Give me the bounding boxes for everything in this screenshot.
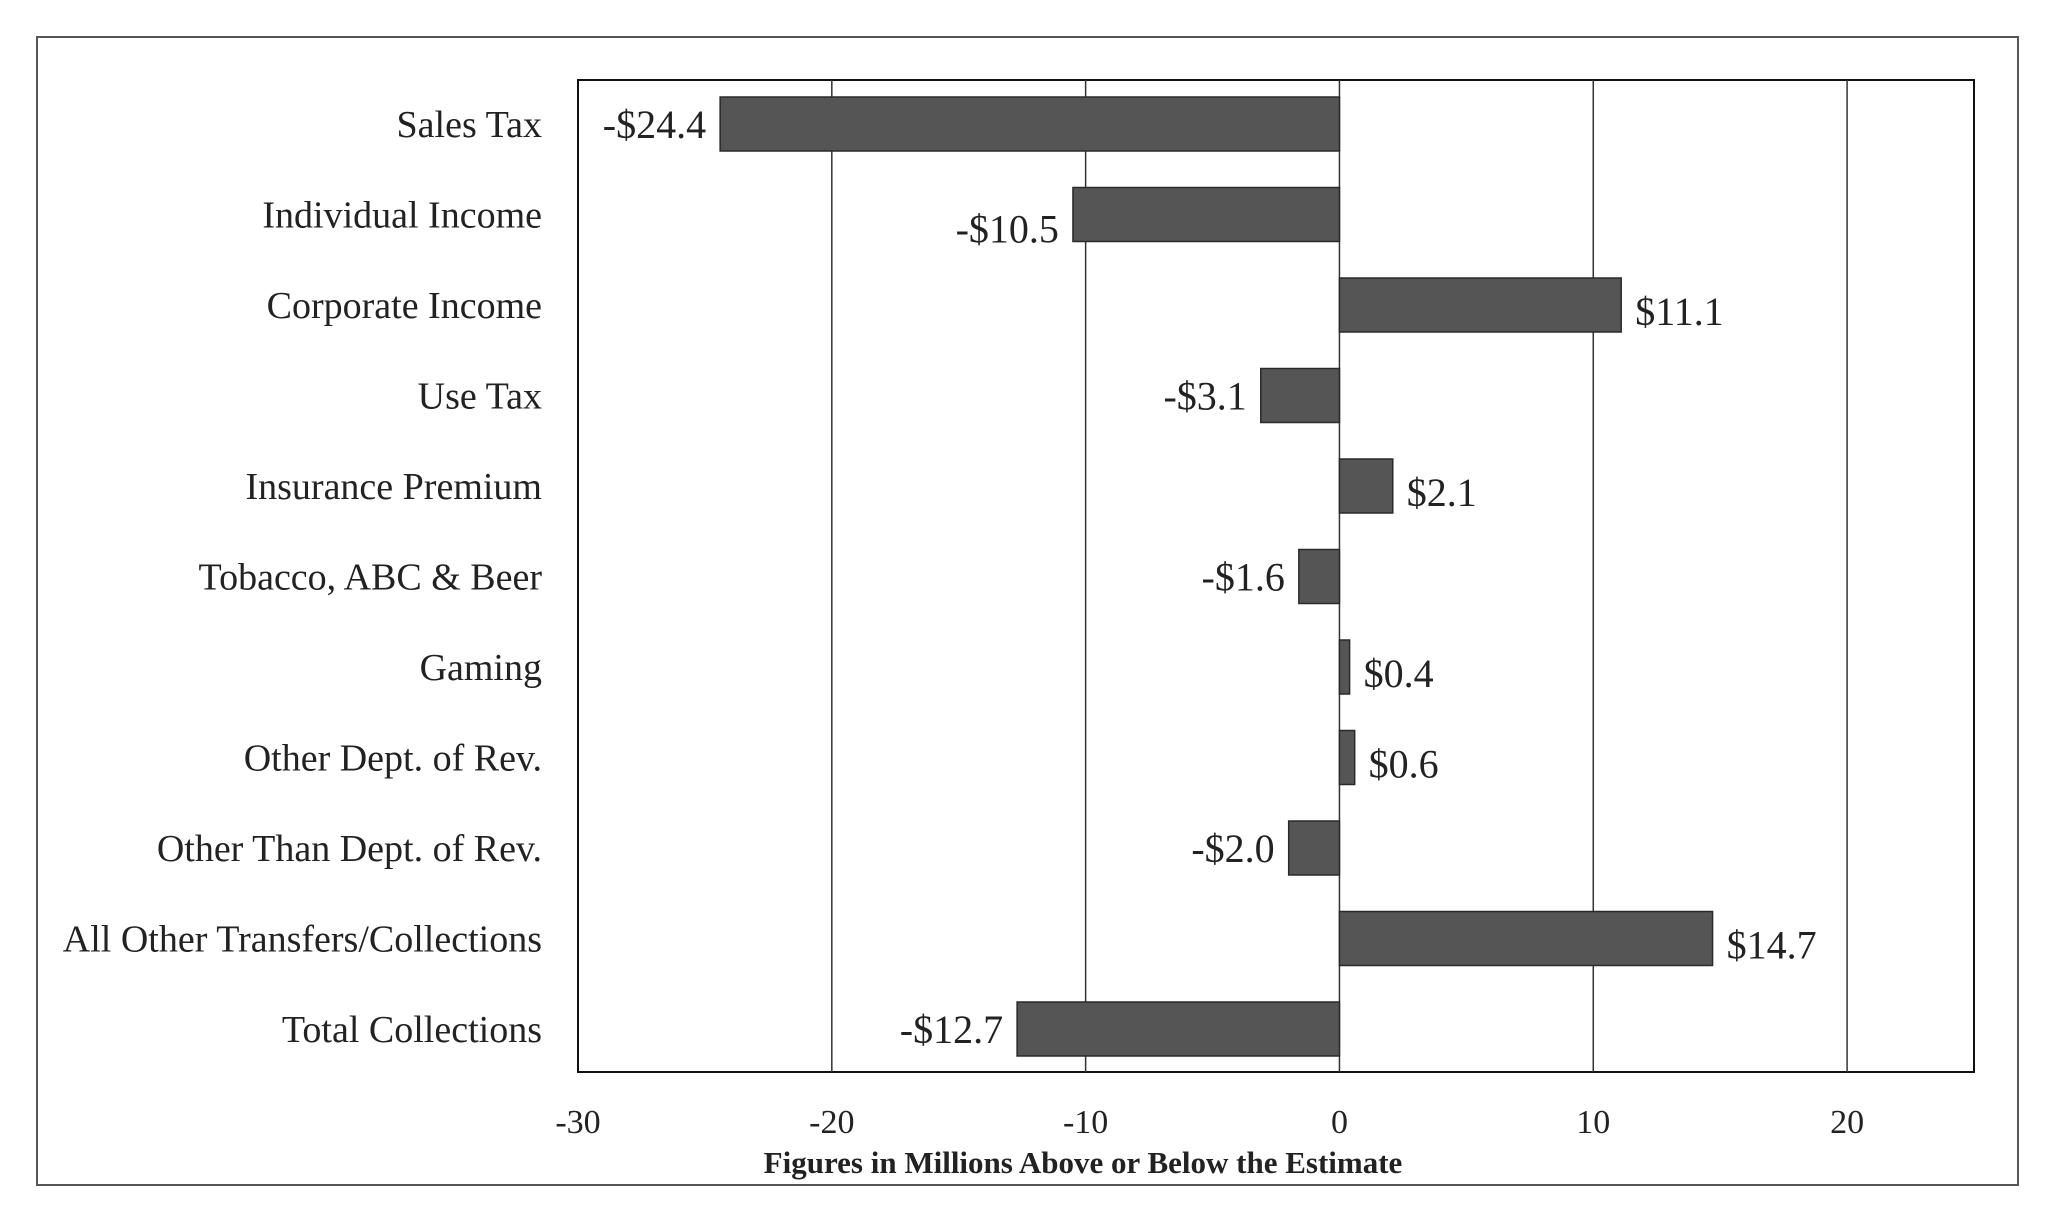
x-tick-label: -20 <box>809 1104 854 1141</box>
category-label: Total Collections <box>282 1009 542 1051</box>
bar <box>719 96 1341 152</box>
x-tick-label: 10 <box>1576 1104 1610 1141</box>
data-label: -$10.5 <box>956 207 1059 252</box>
bar <box>1298 548 1341 605</box>
chart-frame <box>36 36 2019 1186</box>
x-tick-label: -10 <box>1063 1104 1108 1141</box>
bar <box>1338 729 1356 786</box>
bar <box>1016 1001 1341 1057</box>
category-label: All Other Transfers/Collections <box>63 919 542 961</box>
data-label: -$12.7 <box>900 1007 1003 1052</box>
category-label: Other Than Dept. of Rev. <box>157 828 542 870</box>
plot-area <box>577 79 1975 1073</box>
bar <box>1338 277 1622 333</box>
bar <box>1338 639 1351 695</box>
x-tick-label: 0 <box>1331 1104 1348 1141</box>
data-label: -$2.0 <box>1191 826 1274 871</box>
category-label: Gaming <box>420 647 542 689</box>
category-label: Use Tax <box>418 376 542 418</box>
bar <box>1338 458 1394 514</box>
bar <box>1072 186 1341 243</box>
category-label: Sales Tax <box>397 104 542 146</box>
category-label: Other Dept. of Rev. <box>244 738 542 780</box>
category-label: Tobacco, ABC & Beer <box>199 557 543 599</box>
data-label: $11.1 <box>1635 289 1724 334</box>
data-label: -$24.4 <box>603 102 706 147</box>
category-label: Corporate Income <box>267 285 542 327</box>
data-label: $0.6 <box>1369 742 1439 787</box>
bar <box>1338 910 1714 967</box>
data-label: $0.4 <box>1364 651 1434 696</box>
data-label: -$3.1 <box>1163 374 1246 419</box>
category-label: Insurance Premium <box>245 466 542 508</box>
data-label: $14.7 <box>1727 923 1817 968</box>
data-label: -$1.6 <box>1202 555 1285 600</box>
x-axis-title: Figures in Millions Above or Below the E… <box>764 1145 1403 1180</box>
x-tick-label: 20 <box>1830 1104 1864 1141</box>
bar <box>1260 367 1341 424</box>
x-tick-label: -30 <box>555 1104 600 1141</box>
bar <box>1287 820 1341 876</box>
data-label: $2.1 <box>1407 470 1477 515</box>
category-label: Individual Income <box>262 195 542 237</box>
